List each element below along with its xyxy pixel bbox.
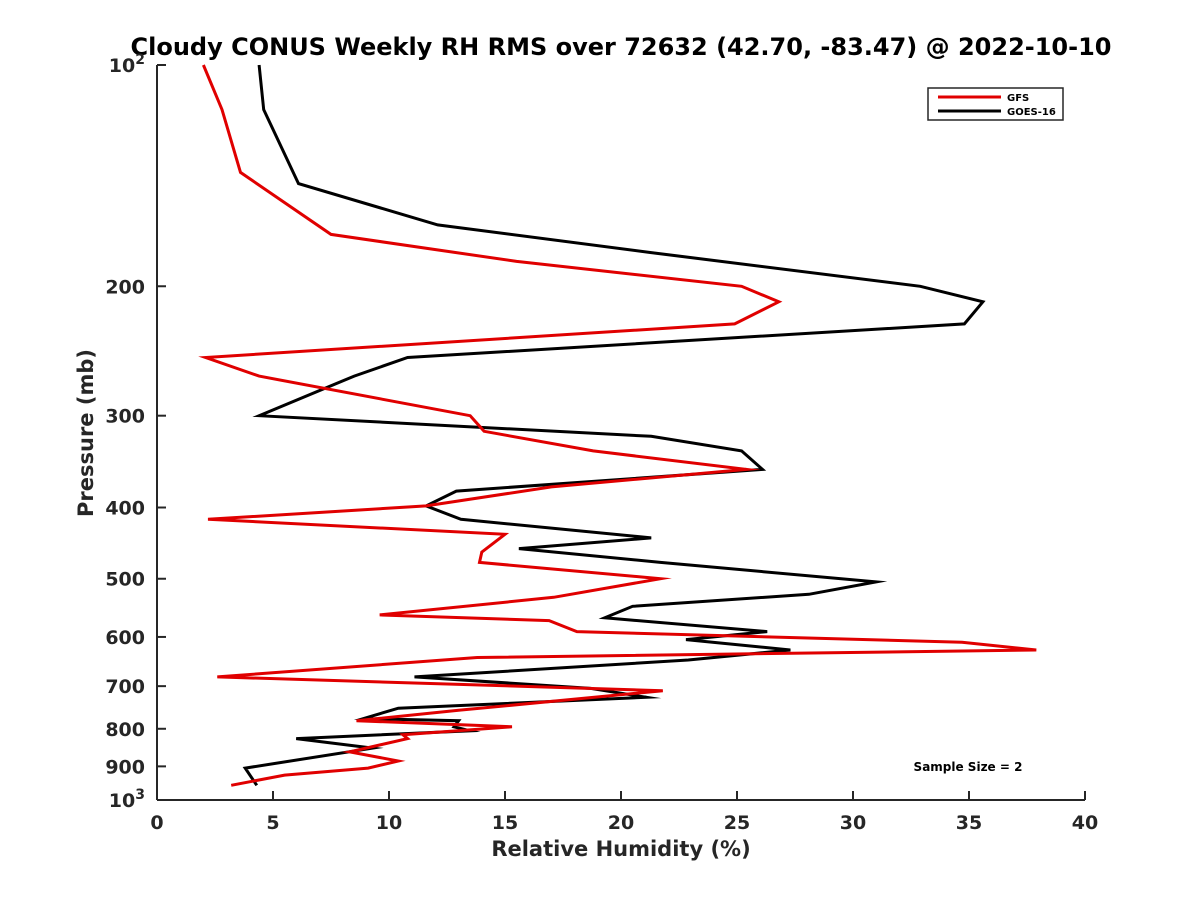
- series-layer: [198, 64, 1037, 787]
- chart-title: Cloudy CONUS Weekly RH RMS over 72632 (4…: [131, 33, 1112, 61]
- x-tick-label: 35: [956, 812, 982, 834]
- x-tick-label: 0: [150, 812, 163, 834]
- y-tick-label: 500: [105, 569, 145, 591]
- y-tick-label: 800: [105, 719, 145, 741]
- legend-box: [927, 87, 1064, 121]
- x-tick-label: 30: [840, 812, 866, 834]
- sample-size-annotation: Sample Size = 2: [914, 760, 1023, 774]
- y-tick-label: 103: [109, 787, 145, 812]
- y-tick-label: 400: [105, 498, 145, 520]
- legend-label-gfs: GFS: [1007, 93, 1029, 104]
- x-tick-label: 40: [1072, 812, 1098, 834]
- x-tick-label: 20: [608, 812, 634, 834]
- y-axis-label: Pressure (mb): [74, 349, 98, 517]
- y-tick-label: 900: [105, 756, 145, 778]
- series-line-goes-16: [242, 64, 986, 787]
- series-line-gfs: [198, 64, 1037, 787]
- x-tick-label: 10: [376, 812, 402, 834]
- y-tick-label: 600: [105, 627, 145, 649]
- x-tick-label: 25: [724, 812, 750, 834]
- axes: 0 5 10 15 20 25 30 35 40 102 200 300 400 500 600 700 800…: [105, 52, 1098, 834]
- legend: GFS GOES-16: [927, 87, 1064, 121]
- x-tick-label: 15: [492, 812, 518, 834]
- y-tick-label: 300: [105, 406, 145, 428]
- legend-label-goes-16: GOES-16: [1007, 107, 1056, 118]
- x-axis-label: Relative Humidity (%): [491, 837, 750, 861]
- y-tick-label: 102: [109, 52, 145, 77]
- y-tick-label: 700: [105, 676, 145, 698]
- y-tick-label: 200: [105, 276, 145, 298]
- x-tick-label: 5: [266, 812, 279, 834]
